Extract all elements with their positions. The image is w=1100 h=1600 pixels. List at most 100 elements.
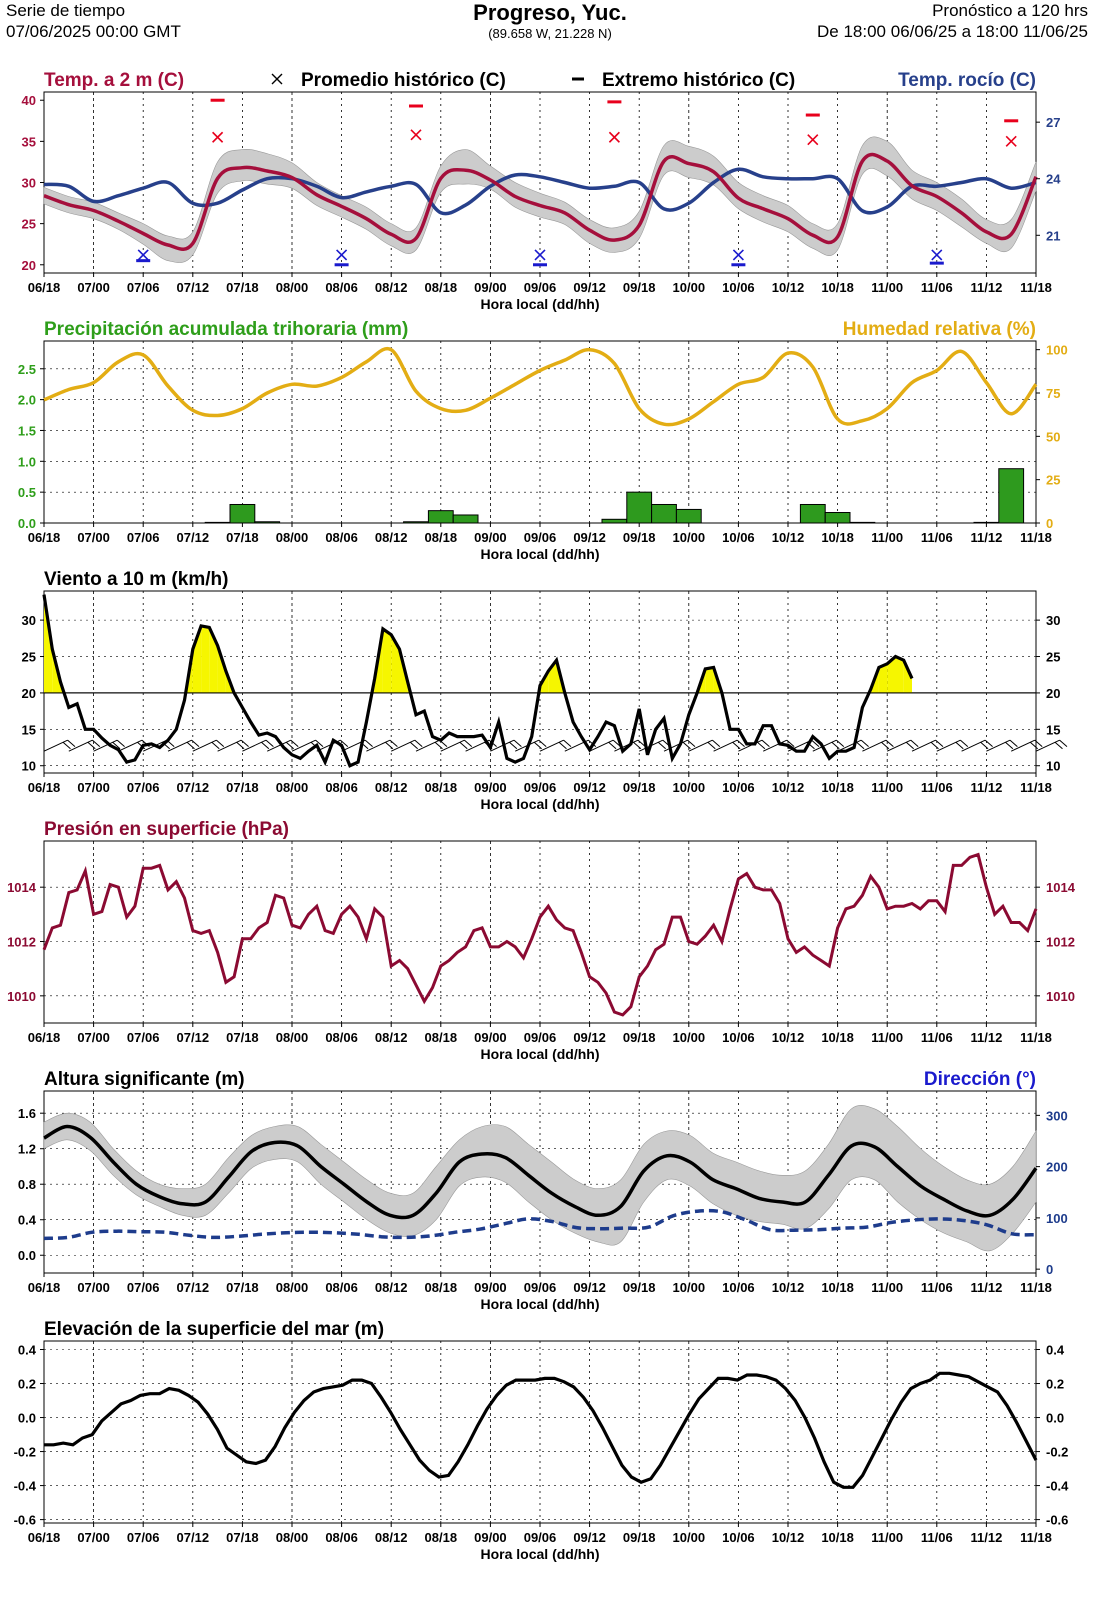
wind-barb-icon bbox=[93, 739, 125, 752]
wind-barb-feather bbox=[608, 741, 617, 750]
y-tick-label: 30 bbox=[22, 613, 36, 628]
wind-barb-shaft bbox=[614, 739, 639, 752]
wind-barb-feather bbox=[637, 739, 646, 748]
precip-bar bbox=[254, 521, 281, 524]
wind-barb-icon bbox=[787, 739, 820, 752]
wind-barb-shaft bbox=[1010, 739, 1035, 752]
y-tick-label: 15 bbox=[22, 722, 36, 737]
wind-barb-icon bbox=[68, 739, 101, 752]
wave-height-line bbox=[43, 1124, 1038, 1220]
x-tick-label: 10/18 bbox=[821, 1530, 854, 1545]
wind-threshold-fill bbox=[382, 628, 392, 693]
wind-barb-shaft bbox=[787, 739, 812, 752]
x-tick-label: 07/00 bbox=[77, 530, 110, 545]
x-tick-label: 11/00 bbox=[871, 1280, 903, 1295]
humidity-line bbox=[43, 346, 1038, 427]
wind-barb-shaft bbox=[341, 739, 366, 752]
wind-barb-shaft bbox=[242, 739, 267, 752]
y-tick-label: 1.0 bbox=[18, 454, 36, 469]
wind-barb-icon bbox=[341, 739, 373, 752]
x-tick-label: 08/18 bbox=[425, 280, 458, 295]
wind-barb-feather bbox=[955, 741, 964, 750]
header-center: Progreso, Yuc. (89.658 W, 21.228 N) bbox=[0, 0, 1100, 42]
y-tick-label-right: 0 bbox=[1046, 516, 1053, 531]
x-tick-label: 07/06 bbox=[127, 1280, 160, 1295]
wind-barb-shaft bbox=[217, 739, 242, 752]
wind-barb-shaft bbox=[638, 739, 663, 752]
y-tick-label-right: 24 bbox=[1046, 172, 1061, 187]
hist-avg-max-marker bbox=[1005, 135, 1017, 147]
wind-barb-feather bbox=[439, 739, 448, 748]
temperature-line bbox=[43, 152, 1038, 251]
x-tick-label: 07/06 bbox=[127, 280, 160, 295]
wind-barb-feather bbox=[389, 739, 398, 748]
x-tick-label: 07/18 bbox=[226, 1030, 259, 1045]
x-tick-label: 09/00 bbox=[474, 1030, 507, 1045]
wind-barb-feather bbox=[92, 739, 101, 748]
y-tick-label: 0.0 bbox=[18, 1411, 36, 1426]
x-tick-label: 07/06 bbox=[127, 1030, 160, 1045]
x-tick-label: 10/12 bbox=[772, 280, 805, 295]
wind-barb-feather bbox=[612, 739, 621, 748]
y-tick-label: 0.8 bbox=[18, 1177, 36, 1192]
wind-barb-feather bbox=[836, 739, 845, 748]
wind-barb-shaft bbox=[390, 739, 415, 752]
wind-barb-feather bbox=[62, 741, 71, 750]
wind-barb-icon bbox=[291, 739, 324, 752]
panel-5: 06/18 07/00 07/06 07/12 07/18 08/00 08/06 08/12… bbox=[18, 1069, 1068, 1312]
y-tick-label: 2.0 bbox=[18, 393, 36, 408]
x-tick-label: 07/12 bbox=[177, 280, 210, 295]
x-tick-label: 11/18 bbox=[1020, 1530, 1052, 1545]
x-tick-label: 09/18 bbox=[623, 1530, 656, 1545]
wind-barb-icon bbox=[242, 739, 274, 752]
wind-barb-feather bbox=[905, 741, 914, 750]
wind-barb-feather bbox=[563, 739, 572, 748]
forecast-horizon: Pronóstico a 120 hrs bbox=[932, 1, 1088, 20]
wave-height-title: Altura significante (m) bbox=[44, 1069, 245, 1090]
wind-barb-feather bbox=[464, 739, 473, 748]
y-tick-label: 0.4 bbox=[18, 1213, 37, 1228]
y-tick-label: 1012 bbox=[7, 935, 36, 950]
y-tick-label: -0.6 bbox=[14, 1513, 36, 1528]
wind-barb-shaft bbox=[837, 739, 862, 752]
wind-threshold-fill bbox=[878, 663, 888, 693]
x-tick-label: 08/06 bbox=[325, 530, 358, 545]
y-tick-label-right: 50 bbox=[1046, 429, 1060, 444]
y-tick-label: 0.0 bbox=[18, 1248, 36, 1263]
y-tick-label: 35 bbox=[22, 134, 36, 149]
wind-barb-icon bbox=[43, 739, 76, 752]
precip-bar bbox=[973, 521, 1000, 524]
wind-barb-feather bbox=[910, 739, 919, 748]
header-right: Pronóstico a 120 hrs De 18:00 06/06/25 a… bbox=[817, 0, 1088, 42]
hist-avg-min-marker bbox=[732, 249, 744, 261]
x-tick-label: 10/00 bbox=[673, 280, 706, 295]
wind-barb-icon bbox=[862, 739, 894, 752]
x-tick-label: 11/12 bbox=[970, 280, 1002, 295]
x-axis-label: Hora local (dd/hh) bbox=[481, 296, 600, 312]
x-tick-label: 09/00 bbox=[474, 530, 507, 545]
x-tick-label: 08/12 bbox=[375, 530, 408, 545]
wind-barb-shaft bbox=[911, 739, 936, 752]
x-tick-label: 08/06 bbox=[325, 280, 358, 295]
wind-barb-feather bbox=[687, 739, 696, 748]
y-tick-label: 30 bbox=[22, 176, 36, 191]
precip-bar bbox=[626, 491, 653, 524]
wind-barb-icon bbox=[118, 739, 150, 752]
x-axis-label: Hora local (dd/hh) bbox=[481, 1546, 600, 1562]
x-tick-label: 09/06 bbox=[524, 1280, 557, 1295]
x-tick-label: 11/06 bbox=[921, 280, 953, 295]
x-tick-label: 07/00 bbox=[77, 1280, 110, 1295]
wind-barb-feather bbox=[141, 739, 150, 748]
y-tick-label-right: 1014 bbox=[1046, 880, 1076, 895]
x-tick-label: 08/12 bbox=[375, 1530, 408, 1545]
x-tick-label: 09/00 bbox=[474, 780, 507, 795]
x-tick-label: 10/00 bbox=[673, 1030, 706, 1045]
wind-barb-shaft bbox=[291, 739, 316, 752]
y-tick-label-right: 0.0 bbox=[1046, 1411, 1064, 1426]
wind-barb-feather bbox=[459, 741, 468, 750]
x-tick-label: 09/18 bbox=[623, 1030, 656, 1045]
wind-barb-shaft bbox=[589, 739, 614, 752]
wind-barb-feather bbox=[960, 739, 969, 748]
wind-barb-feather bbox=[513, 739, 522, 748]
wind-barb-feather bbox=[935, 739, 944, 748]
